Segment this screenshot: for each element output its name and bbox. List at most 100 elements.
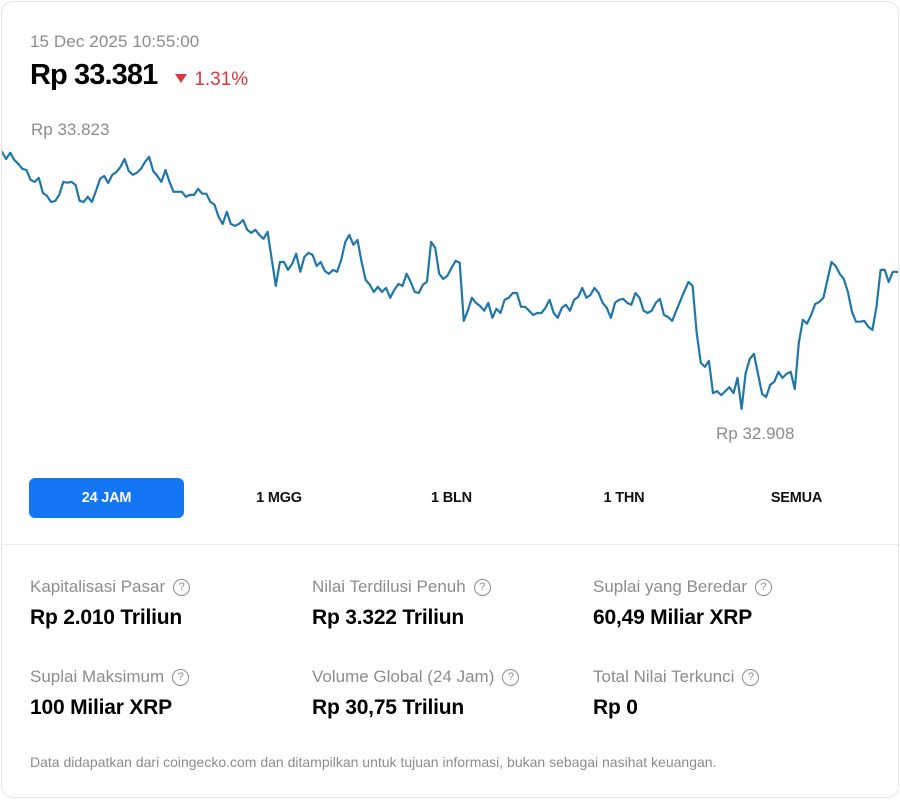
price-point [700, 362, 702, 364]
price-point [271, 258, 273, 260]
help-icon[interactable]: ? [473, 578, 491, 596]
price-point [675, 310, 677, 312]
tab-1-bln[interactable]: 1 BLN [431, 490, 472, 506]
price-point [66, 182, 68, 184]
chart-max-label: Rp 33.823 [31, 120, 110, 139]
price-point [455, 260, 457, 262]
help-icon[interactable]: ? [172, 668, 190, 686]
price-point [581, 287, 583, 289]
price-point [540, 312, 543, 314]
price-point [818, 301, 820, 303]
price-point [822, 297, 825, 299]
price-point [888, 281, 890, 283]
price-point [385, 287, 387, 289]
tab-1-thn[interactable]: 1 THN [603, 490, 645, 506]
price-point [17, 163, 19, 165]
price-point [38, 177, 40, 179]
price-point [152, 170, 154, 172]
price-point [406, 273, 408, 275]
price-point [254, 229, 256, 231]
tab-semua[interactable]: SEMUA [770, 490, 823, 506]
price-point [83, 201, 85, 203]
price-point [344, 241, 346, 243]
price-point [790, 371, 792, 373]
price-point [156, 175, 158, 177]
price-point [414, 291, 416, 293]
price-point [222, 223, 224, 225]
stat-value: Rp 30,75 Triliun [312, 696, 465, 719]
price-point [569, 310, 571, 312]
price-point [871, 329, 874, 331]
current-price: Rp 33.381 [30, 59, 158, 91]
help-icon[interactable]: ? [742, 668, 760, 686]
price-point [647, 312, 649, 314]
tab-24-jam[interactable]: 24 JAM [29, 478, 184, 518]
price-point [463, 320, 465, 322]
price-points [2, 151, 898, 410]
price-line [2, 150, 898, 410]
price-point [622, 298, 624, 300]
price-point [70, 181, 73, 183]
price-header: 15 Dec 2025 10:55:00 Rp 33.381 1.31% [30, 32, 248, 91]
price-point [487, 302, 489, 304]
stat-max-supply: Suplai Maksimum? 100 Miliar XRP [30, 666, 300, 720]
price-point [34, 181, 36, 183]
price-point [835, 265, 837, 267]
stat-label: Nilai Terdilusi Penuh [312, 577, 466, 596]
price-point [565, 304, 567, 306]
price-point [209, 201, 211, 203]
help-icon[interactable]: ? [173, 578, 191, 596]
price-point [593, 287, 596, 289]
price-point [765, 396, 767, 398]
price-point [111, 174, 113, 176]
tab-1-mgg[interactable]: 1 MGG [256, 490, 302, 506]
price-point [544, 307, 547, 309]
price-point [279, 261, 281, 263]
price-chart[interactable] [2, 2, 899, 462]
price-point [602, 302, 604, 304]
price-point [798, 342, 800, 344]
disclaimer-text: Data didapatkan dari coingecko.com dan d… [30, 754, 717, 770]
price-point [377, 286, 379, 288]
price-point [892, 271, 894, 273]
price-point [475, 302, 477, 304]
price-point [95, 190, 97, 192]
price-point [875, 306, 878, 308]
price-point [177, 191, 179, 193]
price-point [757, 373, 759, 375]
price-point [107, 182, 109, 184]
price-point [671, 320, 673, 322]
price-point [773, 381, 775, 383]
price-point [201, 193, 203, 195]
stat-fully-diluted-value: Nilai Terdilusi Penuh? Rp 3.322 Triliun [312, 576, 582, 630]
help-icon[interactable]: ? [502, 668, 520, 686]
price-point [193, 194, 195, 196]
price-point [704, 366, 706, 368]
price-point [144, 161, 146, 163]
price-point [851, 311, 853, 313]
price-point [160, 181, 162, 183]
price-point [287, 269, 289, 271]
price-point [532, 314, 534, 316]
price-point [291, 263, 293, 265]
price-point [880, 269, 882, 271]
price-point [250, 232, 252, 234]
price-point [720, 394, 722, 396]
price-point [303, 256, 305, 258]
price-point [213, 204, 216, 206]
price-point [128, 170, 130, 172]
price-point [777, 371, 780, 373]
help-icon[interactable]: ? [755, 578, 773, 596]
price-point [91, 201, 93, 203]
price-point [692, 285, 694, 287]
price-point [46, 195, 48, 197]
price-point [839, 273, 841, 275]
price-point [712, 392, 714, 394]
price-point [659, 298, 661, 300]
stat-circulating-supply: Suplai yang Beredar? 60,49 Miliar XRP [593, 576, 863, 630]
price-point [58, 194, 60, 196]
price-point [520, 306, 522, 308]
stat-label: Total Nilai Terkunci [593, 667, 735, 686]
price-point [826, 279, 829, 281]
price-point [589, 294, 592, 296]
